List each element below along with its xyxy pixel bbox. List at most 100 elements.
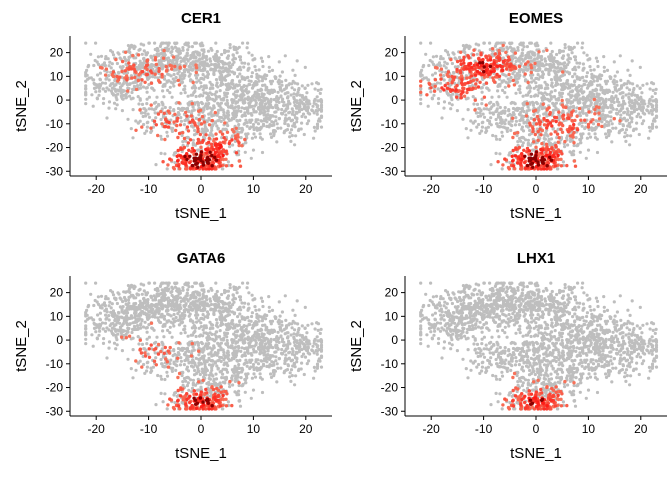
cell-point	[560, 74, 564, 78]
cell-point	[219, 59, 223, 64]
cell-point-expressed	[519, 162, 523, 166]
cell-point	[253, 135, 258, 139]
cell-point	[645, 82, 649, 86]
cell-point	[518, 68, 522, 72]
cell-point	[634, 127, 638, 131]
cell-point	[553, 89, 557, 93]
cell-point-expressed	[460, 78, 464, 82]
cell-point	[543, 96, 547, 100]
cell-point	[182, 76, 186, 80]
cell-point	[593, 132, 597, 136]
cell-point-expressed	[566, 113, 570, 117]
cell-point	[142, 283, 146, 287]
cell-point	[610, 103, 614, 107]
cell-point	[318, 91, 322, 95]
cell-point	[141, 114, 145, 119]
cell-point-expressed	[572, 141, 576, 145]
x-tick-label: 20	[634, 182, 648, 196]
cell-point	[614, 126, 618, 130]
cell-point	[92, 86, 97, 90]
cell-point-expressed	[202, 120, 206, 124]
cell-point	[286, 123, 290, 127]
cell-point	[182, 56, 186, 60]
cell-point	[293, 81, 297, 85]
cell-point-expressed	[182, 136, 187, 141]
cell-point	[234, 105, 238, 109]
cell-point	[510, 54, 514, 59]
cell-point-expressed	[174, 128, 178, 133]
cell-point	[630, 116, 634, 120]
cell-point	[530, 51, 535, 55]
cell-point	[528, 128, 532, 133]
cell-point-expressed	[230, 138, 234, 142]
cell-point-expressed	[517, 64, 522, 69]
cell-point	[630, 59, 634, 63]
cell-point-expressed	[188, 154, 192, 158]
cell-point-expressed	[175, 123, 179, 128]
cell-point	[190, 45, 194, 49]
cell-point	[166, 283, 170, 287]
cell-point	[599, 85, 603, 89]
cell-point	[547, 72, 551, 77]
cell-point	[268, 92, 272, 96]
cell-point	[508, 42, 512, 46]
cell-point-expressed	[536, 160, 540, 164]
cell-point	[250, 293, 254, 297]
cell-point	[174, 62, 178, 66]
cell-point	[648, 97, 652, 101]
cell-point	[238, 58, 243, 62]
cell-point-expressed	[478, 80, 482, 85]
cell-point	[602, 117, 606, 121]
cell-point	[250, 136, 254, 140]
cell-point	[642, 99, 646, 103]
cell-point	[170, 290, 174, 294]
cell-point-expressed	[123, 69, 128, 73]
cell-point	[231, 111, 235, 116]
cell-point	[237, 55, 242, 59]
cell-point	[111, 53, 116, 57]
cell-point	[303, 86, 307, 90]
cell-point	[280, 70, 284, 74]
cell-point	[94, 281, 98, 285]
cell-point	[296, 105, 300, 109]
cell-point-expressed	[154, 62, 159, 67]
cell-point	[551, 85, 555, 89]
cell-point	[595, 59, 600, 64]
cell-point	[495, 41, 499, 45]
cell-point	[172, 308, 176, 312]
cell-point-expressed	[473, 67, 477, 71]
cell-point-expressed	[517, 145, 522, 150]
cell-point-expressed	[459, 70, 463, 75]
cell-point-expressed	[182, 145, 187, 150]
y-tick-label: -10	[46, 117, 64, 131]
cell-point	[595, 79, 600, 83]
cell-point	[629, 110, 634, 114]
cell-point	[535, 56, 540, 61]
cell-point	[104, 307, 108, 311]
cell-point-expressed	[545, 126, 549, 130]
cell-point	[461, 117, 465, 121]
x-tick-label: -20	[423, 182, 441, 196]
cell-point	[498, 82, 502, 86]
cell-point	[231, 53, 235, 57]
cell-point	[226, 49, 230, 53]
cell-point	[316, 88, 320, 92]
cell-point	[475, 125, 479, 129]
cell-point-expressed	[170, 67, 174, 71]
cell-point-expressed	[207, 123, 212, 127]
cell-point-expressed	[556, 140, 560, 144]
cell-point-expressed	[208, 150, 212, 154]
cell-point	[169, 80, 173, 84]
cell-point	[648, 87, 652, 91]
cell-point	[199, 76, 203, 81]
cell-point	[587, 132, 591, 136]
cell-point	[163, 82, 167, 86]
cell-point	[159, 58, 163, 62]
cell-point	[203, 75, 207, 79]
cell-point	[202, 50, 206, 54]
cell-point-expressed	[593, 112, 597, 116]
cell-point	[503, 106, 507, 110]
cell-point-expressed	[207, 167, 211, 171]
cell-point	[546, 83, 550, 87]
cell-point	[477, 43, 481, 47]
